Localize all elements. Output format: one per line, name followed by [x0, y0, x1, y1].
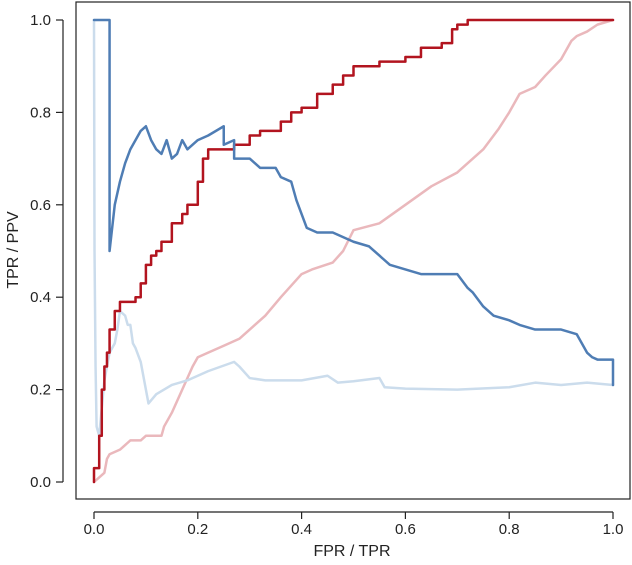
y-axis-title: TPR / PPV [5, 211, 22, 289]
y-tick-label: 0.4 [30, 289, 51, 306]
x-axis-title: FPR / TPR [313, 543, 390, 560]
y-tick-label: 0.2 [30, 382, 51, 399]
x-axis: 0.0 0.2 0.4 0.6 0.8 1.0 [84, 511, 624, 538]
series-line-1 [92, 18, 615, 484]
series-layer [92, 18, 615, 484]
series-line-2 [92, 18, 615, 438]
y-axis: 0.0 0.2 0.4 0.6 0.8 1.0 [30, 12, 64, 491]
y-tick-label: 1.0 [30, 12, 51, 29]
x-tick-label: 0.2 [187, 521, 208, 538]
y-tick-label: 0.0 [30, 474, 51, 491]
x-tick-label: 0.8 [499, 521, 520, 538]
plot-frame [75, 1, 631, 500]
x-tick-label: 0.6 [395, 521, 416, 538]
x-tick-label: 0.4 [291, 521, 312, 538]
y-tick-label: 0.6 [30, 197, 51, 214]
x-tick-label: 1.0 [603, 521, 624, 538]
series-line-3 [92, 18, 615, 484]
series-line-4 [92, 18, 615, 387]
plot-area [75, 1, 631, 500]
y-tick-label: 0.8 [30, 104, 51, 121]
x-tick-label: 0.0 [84, 521, 105, 538]
